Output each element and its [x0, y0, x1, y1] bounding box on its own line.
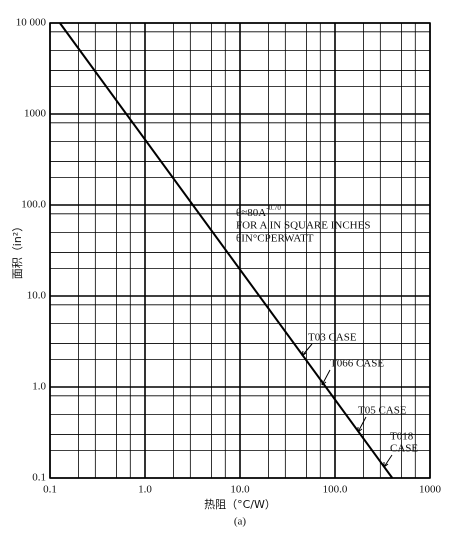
y-axis-label: 面积（in²）	[11, 221, 24, 279]
y-tick-label: 10.0	[27, 290, 47, 302]
x-tick-label: 1000	[419, 484, 442, 496]
case-label: T05 CASE	[358, 405, 407, 417]
formula-text: θ≈80A	[236, 207, 266, 219]
y-tick-label: 1000	[24, 108, 47, 120]
case-label: CASE	[390, 443, 418, 455]
caption: (a)	[234, 516, 247, 528]
y-tick-label: 1.0	[32, 381, 46, 393]
case-label: T018	[390, 431, 414, 443]
x-tick-label: 10.0	[230, 484, 250, 496]
case-label: T066 CASE	[330, 358, 384, 370]
case-label: T03 CASE	[308, 332, 357, 344]
y-tick-label: 10 000	[16, 17, 47, 29]
x-axis-label: 热阻（°C/W）	[204, 498, 276, 511]
x-tick-label: 1.0	[138, 484, 152, 496]
formula-note: FOR A IN SQUARE INCHES	[236, 220, 370, 232]
y-tick-label: 100.0	[21, 199, 46, 211]
y-tick-label: 0.1	[32, 472, 46, 484]
formula: θ≈80A-0.70	[236, 204, 281, 219]
x-tick-label: 0.1	[43, 484, 57, 496]
arrow	[383, 454, 393, 468]
formula-exponent: -0.70	[266, 204, 281, 212]
formula-note: θIN°CPERWATT	[236, 233, 314, 245]
x-tick-label: 100.0	[323, 484, 348, 496]
arrow	[301, 343, 313, 357]
data-line	[59, 22, 394, 479]
plot-frame	[49, 22, 431, 479]
arrow	[357, 416, 367, 433]
